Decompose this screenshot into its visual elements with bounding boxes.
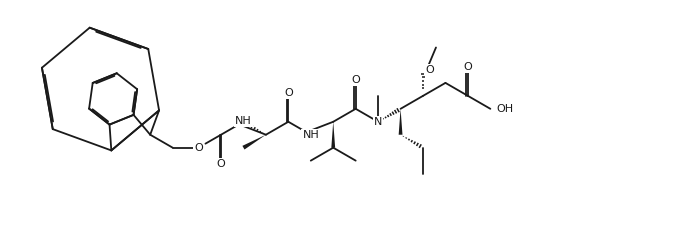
Polygon shape [331,122,335,148]
Text: O: O [351,75,360,85]
Text: O: O [217,159,225,169]
Text: O: O [194,143,203,153]
Text: O: O [464,62,473,72]
Text: O: O [425,65,434,75]
Text: NH: NH [235,116,252,126]
Polygon shape [399,109,402,135]
Text: N: N [374,117,383,127]
Text: O: O [284,88,292,98]
Text: OH: OH [496,104,513,114]
Text: NH: NH [303,130,319,140]
Polygon shape [242,135,266,149]
